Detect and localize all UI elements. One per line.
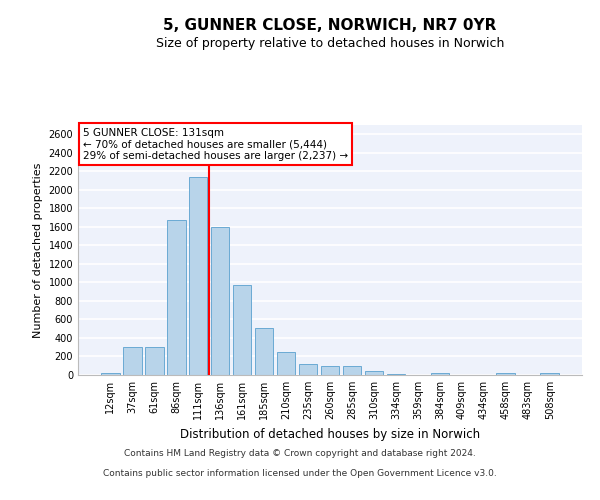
Bar [431, 373, 449, 375]
Bar [189, 177, 208, 375]
Bar [343, 366, 361, 375]
Bar [211, 227, 229, 375]
Bar [365, 372, 383, 375]
X-axis label: Distribution of detached houses by size in Norwich: Distribution of detached houses by size … [180, 428, 480, 440]
Text: Size of property relative to detached houses in Norwich: Size of property relative to detached ho… [156, 38, 504, 51]
Bar [320, 366, 340, 375]
Bar [255, 328, 274, 375]
Bar [299, 364, 317, 375]
Bar [167, 220, 185, 375]
Bar [233, 285, 251, 375]
Bar [101, 373, 119, 375]
Bar [123, 347, 142, 375]
Bar [277, 352, 295, 375]
Y-axis label: Number of detached properties: Number of detached properties [33, 162, 43, 338]
Bar [386, 374, 405, 375]
Text: 5 GUNNER CLOSE: 131sqm
← 70% of detached houses are smaller (5,444)
29% of semi-: 5 GUNNER CLOSE: 131sqm ← 70% of detached… [83, 128, 348, 160]
Bar [496, 373, 515, 375]
Text: Contains HM Land Registry data © Crown copyright and database right 2024.: Contains HM Land Registry data © Crown c… [124, 448, 476, 458]
Bar [541, 373, 559, 375]
Text: 5, GUNNER CLOSE, NORWICH, NR7 0YR: 5, GUNNER CLOSE, NORWICH, NR7 0YR [163, 18, 497, 32]
Bar [145, 347, 164, 375]
Text: Contains public sector information licensed under the Open Government Licence v3: Contains public sector information licen… [103, 468, 497, 477]
